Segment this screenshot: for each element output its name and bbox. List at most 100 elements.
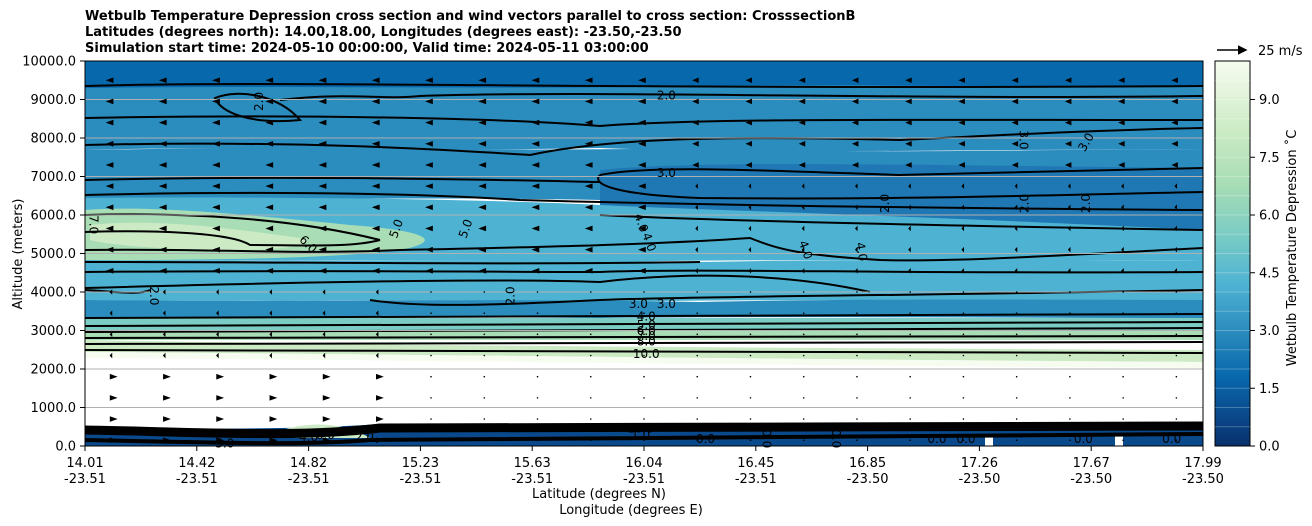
wind-vector [212, 119, 220, 126]
contour-label: 7.0 [637, 329, 656, 343]
wind-vector [318, 204, 327, 211]
wind-vector [643, 439, 645, 442]
wind-vector [798, 119, 806, 126]
surface-contour [85, 421, 1203, 439]
wind-vector [425, 183, 433, 189]
wind-vectors [105, 77, 1178, 444]
wind-vector [105, 183, 114, 189]
x-axis-label-lon: Longitude (degrees E) [559, 503, 703, 518]
wind-vector [158, 225, 167, 232]
wind-vector [1015, 312, 1018, 314]
wind-vector [158, 140, 167, 147]
wind-vector [269, 289, 272, 295]
wind-vector [1067, 225, 1071, 232]
contour-label-text: 3.0 [657, 297, 676, 311]
wind-vector [584, 77, 593, 84]
wind-vector [1171, 119, 1178, 126]
wind-vector [425, 140, 433, 147]
wind-vector [109, 395, 118, 401]
wind-vector [1064, 119, 1072, 126]
wind-vector [163, 416, 171, 422]
wind-vector [958, 119, 965, 126]
wind-vector [478, 98, 487, 105]
wind-vector [856, 397, 858, 399]
quiver-key-label: 25 m/s [1258, 44, 1303, 59]
wind-vector [371, 98, 380, 105]
wind-vector [162, 352, 166, 359]
wind-vector [216, 310, 219, 316]
x-tick-label-lon: -23.51 [511, 472, 553, 487]
wind-vector [696, 439, 699, 442]
wind-vector [1175, 439, 1178, 442]
y-grid [85, 99, 1203, 408]
wind-vector [1174, 268, 1177, 274]
contour-label: 3.0 [657, 297, 676, 311]
wind-vector [425, 162, 433, 168]
wind-vector [589, 375, 592, 378]
wind-vector [801, 225, 805, 232]
wind-vector [962, 291, 965, 293]
wind-vector [851, 77, 859, 84]
wind-vector [962, 333, 965, 336]
wind-vector [584, 268, 593, 274]
wind-vector [425, 98, 433, 105]
y-tick-label: 7000.0 [31, 170, 77, 185]
contour-label: 2.0 [503, 286, 517, 305]
wind-vector [371, 162, 380, 168]
wind-vector [589, 291, 592, 293]
wind-vector [536, 397, 539, 399]
wind-vector [745, 98, 752, 105]
contour-label-text: 3.0 [629, 297, 648, 311]
wind-vector [318, 98, 327, 105]
wind-vector [105, 268, 114, 274]
wind-vector [1122, 354, 1124, 357]
wind-vector [856, 375, 858, 378]
wind-vector [425, 225, 433, 232]
wind-vector [216, 437, 225, 444]
wind-vector [375, 310, 379, 316]
contour-label-text: 5.0 [215, 436, 234, 450]
wind-vector [1015, 439, 1018, 442]
contour-label-text: 10.0 [627, 421, 654, 435]
wind-vector [212, 162, 220, 168]
contour-label: 3.0 [657, 166, 676, 180]
wind-vector [748, 268, 752, 274]
contour-label-text: 4.0 [631, 212, 651, 235]
x-tick-label-lat: 16.45 [737, 456, 774, 471]
wind-vector [109, 331, 113, 338]
contour-label: 4.0 [299, 430, 318, 444]
wind-vector [212, 225, 220, 232]
wind-vector [212, 246, 220, 253]
wind-vector [696, 397, 699, 399]
wind-vector [851, 140, 859, 147]
wind-vector [749, 397, 752, 399]
wind-vector [638, 119, 646, 126]
wind-vector [531, 268, 540, 274]
contour-label-text: 2.0 [355, 430, 374, 444]
wind-vector [638, 268, 646, 274]
wind-vector [265, 140, 274, 147]
wind-vector [531, 246, 540, 253]
contour-label: 2.0 [657, 88, 676, 102]
wind-vector [962, 418, 965, 420]
contour-label: 6.0 [637, 324, 656, 338]
wind-vector [430, 312, 432, 314]
y-tick-label: 6000.0 [31, 209, 77, 224]
contour-label-text: 0.0 [829, 429, 843, 448]
wind-vector [589, 418, 592, 420]
wind-vector [584, 225, 593, 232]
wind-vector [802, 312, 805, 314]
contour-label: 0.0 [927, 432, 946, 446]
wind-vector [483, 291, 486, 293]
wind-vector [162, 289, 166, 295]
wind-vector [265, 119, 274, 126]
contour-label-text: 2.0 [503, 286, 517, 305]
wind-vector [638, 204, 646, 211]
wind-vector [483, 333, 486, 336]
fill-band-green-2 [90, 222, 306, 251]
wind-vector [109, 373, 118, 380]
wind-vector [158, 246, 167, 253]
wind-vector [1118, 140, 1125, 147]
contour-label-text: 2.0 [1079, 194, 1093, 213]
wind-vector [1069, 418, 1071, 420]
